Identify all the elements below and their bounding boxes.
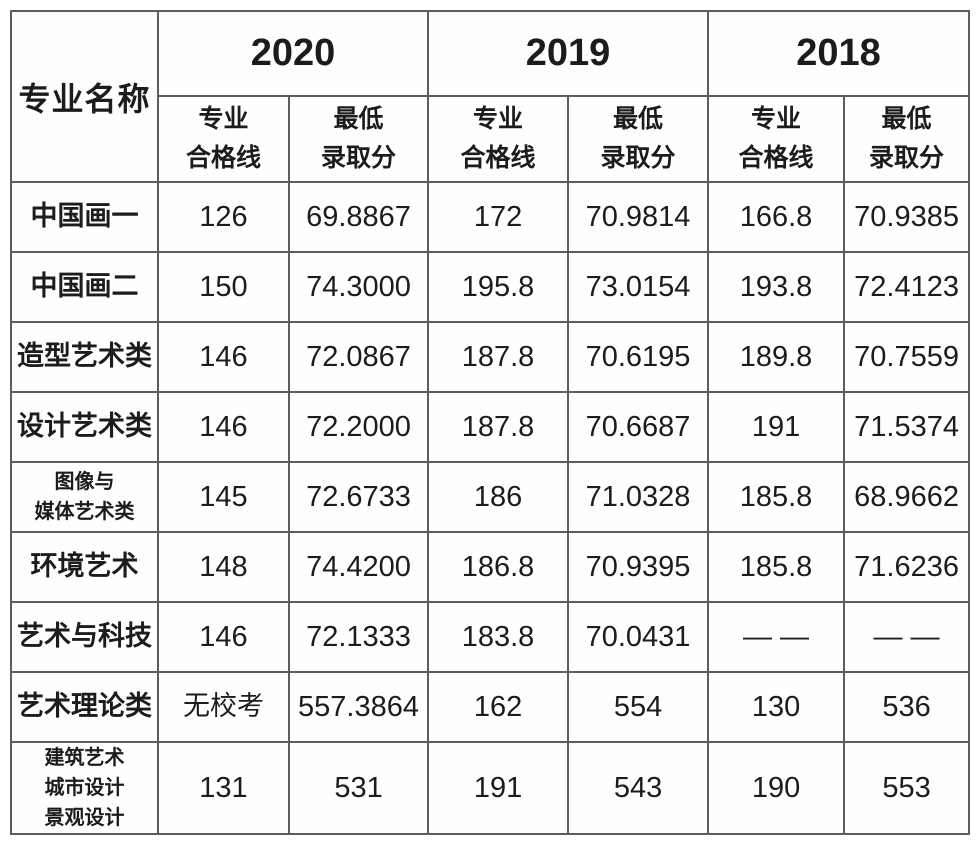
cell-value: 554 [567,671,710,743]
cell-value: 73.0154 [567,251,710,323]
cell-value: 146 [157,601,290,673]
cell-value: 72.2000 [287,391,430,463]
cell-value: 166.8 [707,181,846,253]
cell-value: 146 [157,391,290,463]
cell-value: 68.9662 [843,461,971,533]
subheader-2018-min-score: 最低 录取分 [843,95,971,183]
cell-value: 543 [567,741,710,835]
cell-value: 172 [427,181,570,253]
cell-value: 186 [427,461,570,533]
cell-value: 150 [157,251,290,323]
table-row: 中国画一 126 69.8867 172 70.9814 166.8 70.93… [10,181,971,253]
cell-value: 71.5374 [843,391,971,463]
subheader-2020-pass-line: 专业 合格线 [157,95,290,183]
cell-value: 70.6195 [567,321,710,393]
cell-value: 187.8 [427,391,570,463]
table-row: 艺术与科技 146 72.1333 183.8 70.0431 — — — — [10,601,971,673]
cell-value: 191 [707,391,846,463]
cell-value: 71.0328 [567,461,710,533]
year-header-2019: 2019 [427,10,710,97]
row-label: 艺术理论类 [10,671,159,743]
cell-value: 74.4200 [287,531,430,603]
table-row: 图像与 媒体艺术类 145 72.6733 186 71.0328 185.8 … [10,461,971,533]
cell-value: 183.8 [427,601,570,673]
cell-value: 557.3864 [287,671,430,743]
cell-value: 185.8 [707,461,846,533]
cell-value: 69.8867 [287,181,430,253]
cell-value: 70.9395 [567,531,710,603]
cell-value: 193.8 [707,251,846,323]
row-label: 设计艺术类 [10,391,159,463]
row-label: 建筑艺术 城市设计 景观设计 [10,741,159,835]
row-label: 造型艺术类 [10,321,159,393]
subheader-2019-min-score: 最低 录取分 [567,95,710,183]
cell-value: 148 [157,531,290,603]
cell-value: 70.7559 [843,321,971,393]
corner-header-major-name: 专业名称 [10,10,159,183]
cell-value: 70.9385 [843,181,971,253]
cell-value: 195.8 [427,251,570,323]
cell-value: — — [843,601,971,673]
cell-value: 189.8 [707,321,846,393]
cell-value: 130 [707,671,846,743]
row-label: 中国画二 [10,251,159,323]
cell-value: 70.9814 [567,181,710,253]
year-header-2020: 2020 [156,10,430,97]
cell-value: 71.6236 [843,531,971,603]
subheader-2018-pass-line: 专业 合格线 [707,95,846,183]
cell-value: 72.6733 [287,461,430,533]
cell-value: — — [707,601,846,673]
cell-value: 无校考 [157,671,290,743]
cell-value: 146 [157,321,290,393]
cell-value: 70.6687 [567,391,710,463]
cell-value: 162 [427,671,570,743]
subheader-2020-min-score: 最低 录取分 [287,95,430,183]
cell-value: 185.8 [707,531,846,603]
cell-value: 553 [843,741,971,835]
cell-value: 531 [287,741,430,835]
cell-value: 186.8 [427,531,570,603]
row-label: 艺术与科技 [10,601,159,673]
cell-value: 72.1333 [287,601,430,673]
cell-value: 72.0867 [287,321,430,393]
table-row: 环境艺术 148 74.4200 186.8 70.9395 185.8 71.… [10,531,971,603]
table-row: 中国画二 150 74.3000 195.8 73.0154 193.8 72.… [10,251,971,323]
cell-value: 74.3000 [287,251,430,323]
row-label: 图像与 媒体艺术类 [10,461,159,533]
year-header-2018: 2018 [707,10,971,97]
table-row: 艺术理论类 无校考 557.3864 162 554 130 536 [10,671,971,743]
table-row: 建筑艺术 城市设计 景观设计 131 531 191 543 190 553 [10,741,971,835]
cell-value: 187.8 [427,321,570,393]
cell-value: 145 [157,461,290,533]
cell-value: 72.4123 [843,251,971,323]
subheader-2019-pass-line: 专业 合格线 [427,95,570,183]
cell-value: 131 [157,741,290,835]
table-row: 造型艺术类 146 72.0867 187.8 70.6195 189.8 70… [10,321,971,393]
cell-value: 190 [707,741,846,835]
cell-value: 191 [427,741,570,835]
cell-value: 70.0431 [567,601,710,673]
cell-value: 536 [843,671,971,743]
table-row: 设计艺术类 146 72.2000 187.8 70.6687 191 71.5… [10,391,971,463]
admission-scores-table: 专业名称 2020 2019 2018 专业 合格线 最低 录取分 专业 合格线… [10,10,971,835]
row-label: 中国画一 [10,181,159,253]
cell-value: 126 [157,181,290,253]
row-label: 环境艺术 [10,531,159,603]
